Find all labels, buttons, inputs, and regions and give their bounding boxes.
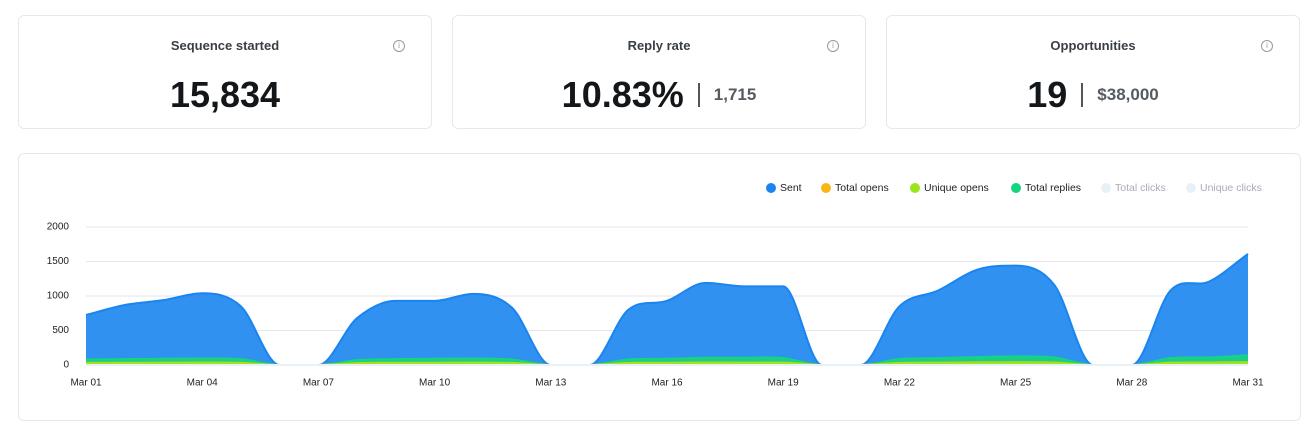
x-tick-label: Mar 07 — [303, 378, 335, 389]
x-tick-label: Mar 22 — [884, 378, 916, 389]
separator — [697, 83, 700, 107]
legend-swatch — [1011, 183, 1021, 193]
x-tick-label: Mar 28 — [1116, 378, 1148, 389]
stat-card: Opportunities i 19 $38,000 — [886, 15, 1300, 129]
card-value: 15,834 — [169, 74, 281, 115]
x-tick-label: Mar 25 — [1000, 378, 1032, 389]
legend-label: Total replies — [1025, 182, 1081, 194]
legend-label: Unique opens — [924, 182, 989, 194]
x-tick-label: Mar 31 — [1232, 378, 1264, 389]
legend-swatch — [910, 183, 920, 193]
info-icon[interactable]: i — [393, 40, 405, 52]
legend-swatch — [821, 183, 831, 193]
card-title: Opportunities — [1050, 38, 1136, 53]
legend-label: Total opens — [835, 182, 889, 194]
card-value: 19 — [1027, 74, 1068, 115]
legend-swatch — [1101, 183, 1111, 193]
x-tick-label: Mar 10 — [419, 378, 451, 389]
x-tick-label: Mar 01 — [70, 378, 102, 389]
x-tick-label: Mar 13 — [535, 378, 567, 389]
x-tick-label: Mar 16 — [651, 378, 683, 389]
card-title: Reply rate — [627, 38, 691, 53]
area — [86, 253, 1248, 365]
card-secondary: $38,000 — [1097, 85, 1159, 104]
legend-label: Total clicks — [1115, 182, 1166, 194]
y-tick-label: 500 — [52, 325, 69, 336]
info-icon[interactable]: i — [827, 40, 839, 52]
legend-label: Unique clicks — [1200, 182, 1262, 194]
chart-card — [18, 153, 1301, 421]
card-title: Sequence started — [170, 38, 280, 53]
info-icon[interactable]: i — [1261, 40, 1273, 52]
stat-card: Sequence started i 15,834 — [18, 15, 432, 129]
y-tick-label: 1000 — [47, 291, 70, 302]
legend-swatch — [766, 183, 776, 193]
stat-card: Reply rate i 10.83% 1,715 — [452, 15, 866, 129]
y-tick-label: 1500 — [47, 256, 70, 267]
legend-label: Sent — [780, 182, 802, 194]
legend-swatch — [1186, 183, 1196, 193]
x-tick-label: Mar 19 — [768, 378, 800, 389]
card-value: 10.83% — [561, 74, 684, 115]
x-tick-label: Mar 04 — [187, 378, 219, 389]
y-tick-label: 0 — [63, 360, 69, 371]
separator — [1081, 83, 1084, 107]
y-tick-label: 2000 — [47, 222, 70, 233]
card-secondary: 1,715 — [713, 85, 757, 104]
